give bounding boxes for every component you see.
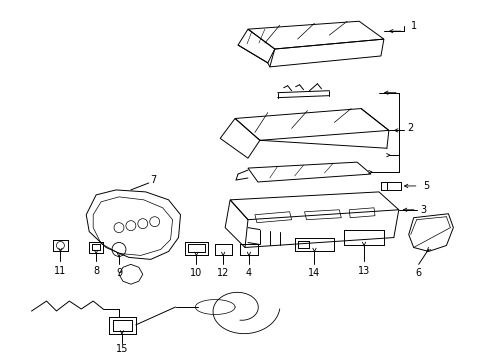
Text: 6: 6	[415, 268, 421, 278]
Text: 9: 9	[116, 268, 122, 278]
Text: 15: 15	[116, 344, 128, 354]
Text: 10: 10	[190, 268, 202, 278]
Text: 12: 12	[217, 268, 229, 278]
Text: 13: 13	[357, 266, 369, 276]
Text: 3: 3	[420, 205, 426, 215]
Text: 14: 14	[308, 268, 320, 278]
Text: 11: 11	[54, 266, 66, 276]
Text: 5: 5	[423, 181, 429, 191]
Text: 4: 4	[245, 268, 251, 278]
Text: 2: 2	[407, 123, 413, 134]
Text: 7: 7	[150, 175, 157, 185]
Text: 8: 8	[93, 266, 99, 276]
Text: 1: 1	[410, 21, 416, 31]
